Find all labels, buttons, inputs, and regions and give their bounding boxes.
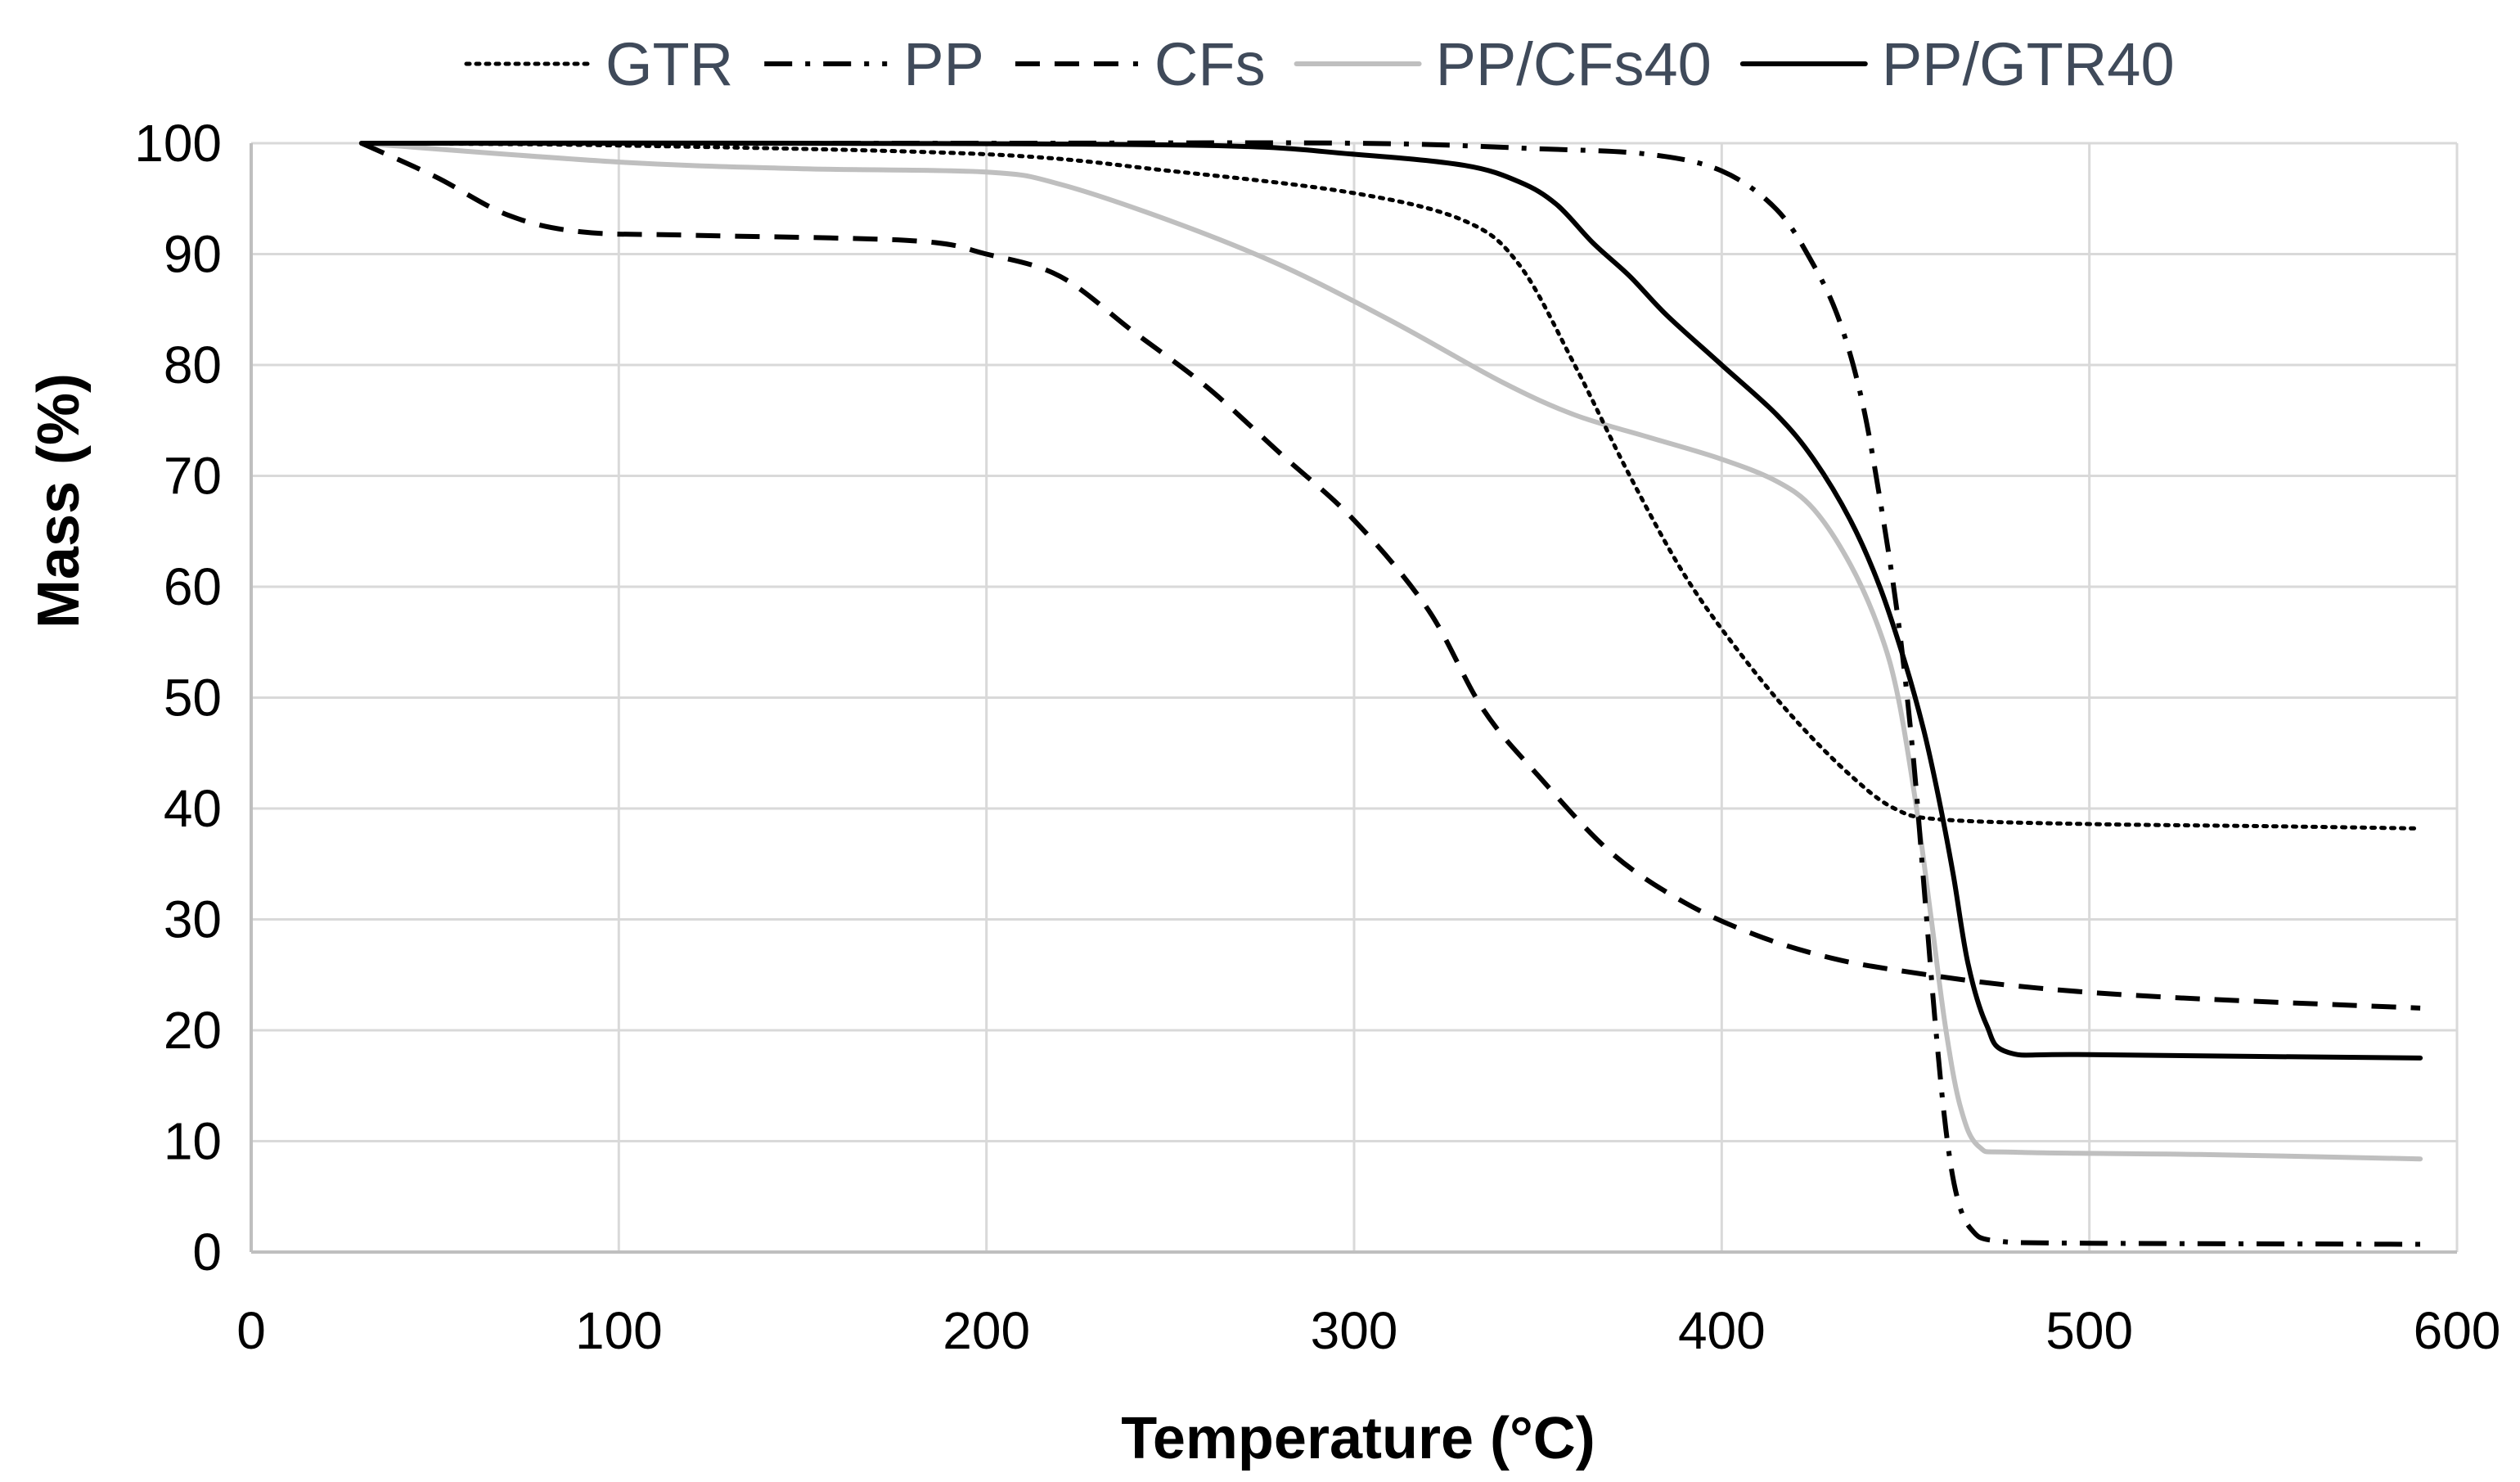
x-tick-label: 100 bbox=[575, 1301, 663, 1360]
y-tick-label: 50 bbox=[164, 669, 222, 727]
x-tick-label: 500 bbox=[2045, 1301, 2133, 1360]
legend-label: CFs bbox=[1154, 30, 1266, 98]
y-tick-label: 80 bbox=[164, 336, 222, 394]
y-axis-title: Mass (%) bbox=[26, 373, 92, 628]
y-tick-label: 10 bbox=[164, 1112, 222, 1171]
series-line-pp-gtr40 bbox=[358, 140, 2423, 1061]
legend-entry: PP/CFs40 bbox=[1294, 30, 1712, 98]
legend-label: PP/CFs40 bbox=[1436, 30, 1712, 98]
legend-entry: GTR bbox=[464, 30, 733, 98]
tick-labels: 0 10 20 30 40 50 60 70 80 90 100 0 100 200 300 400 500 60… bbox=[134, 114, 2500, 1360]
y-tick-label: 70 bbox=[164, 447, 222, 506]
y-tick-label: 60 bbox=[164, 557, 222, 616]
series-line-gtr bbox=[359, 141, 2423, 831]
legend-label: PP/GTR40 bbox=[1882, 30, 2175, 98]
x-axis-title: Temperature (°C) bbox=[1121, 1406, 1595, 1471]
legend-entry: PP bbox=[764, 30, 984, 98]
y-tick-label: 20 bbox=[164, 1001, 222, 1060]
x-tick-label: 0 bbox=[236, 1301, 266, 1360]
y-tick-label: 40 bbox=[164, 779, 222, 838]
legend-label: GTR bbox=[605, 30, 733, 98]
grid bbox=[251, 142, 2459, 1252]
y-tick-label: 0 bbox=[192, 1223, 222, 1282]
x-tick-label: 600 bbox=[2414, 1301, 2501, 1360]
series-lines bbox=[358, 140, 2423, 1247]
legend: GTR PP CFs PP/CFs40 PP/GTR40 bbox=[464, 30, 2175, 98]
legend-entry: CFs bbox=[1015, 30, 1266, 98]
x-tick-label: 300 bbox=[1311, 1301, 1398, 1360]
axes bbox=[250, 143, 2457, 1254]
y-tick-label: 90 bbox=[164, 225, 222, 284]
series-line-cfs bbox=[360, 141, 2421, 1011]
legend-label: PP bbox=[903, 30, 984, 98]
series-line-pp-cfs40 bbox=[358, 141, 2423, 1162]
y-tick-label: 30 bbox=[164, 890, 222, 949]
x-tick-label: 200 bbox=[943, 1301, 1030, 1360]
series-line-pp bbox=[361, 140, 2421, 1247]
y-tick-label: 100 bbox=[134, 114, 222, 173]
legend-entry: PP/GTR40 bbox=[1739, 30, 2175, 98]
x-tick-label: 400 bbox=[1678, 1301, 1766, 1360]
